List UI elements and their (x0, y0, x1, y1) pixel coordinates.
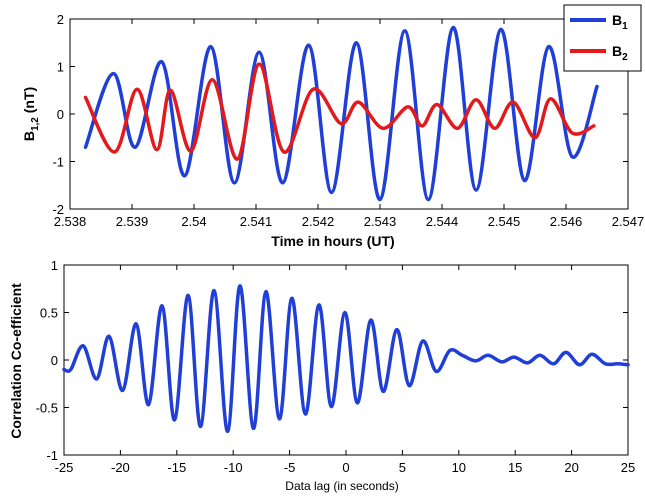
top-x-tick-label: 2.547 (612, 214, 645, 229)
bottom-x-tick-label: -5 (284, 460, 296, 475)
bottom-y-tick-label: -0.5 (36, 401, 58, 416)
bottom-y-tick-label: 0.5 (40, 306, 58, 321)
bottom-y-tick-label: 1 (51, 258, 58, 273)
bottom-x-tick-label: 15 (508, 460, 522, 475)
bottom-x-tick-label: -25 (55, 460, 74, 475)
top-panel: 2.538 2.539 2.54 2.541 2.542 2.543 2.544 2.545 2… (21, 4, 645, 249)
bottom-series-group (62, 284, 630, 434)
bottom-x-tick-label: 5 (399, 460, 406, 475)
bottom-y-tick-label: -1 (46, 448, 58, 463)
bottom-x-axis-label: Data lag (in seconds) (285, 479, 398, 493)
bottom-x-tick-label: -15 (167, 460, 186, 475)
bottom-x-tick-label: 25 (621, 460, 635, 475)
bottom-x-tick-label: -20 (111, 460, 130, 475)
top-x-axis-label: Time in hours (UT) (271, 233, 394, 249)
top-x-tick-label: 2.542 (302, 214, 335, 229)
bottom-series-line-1 (62, 284, 630, 434)
top-x-tick-label: 2.544 (426, 214, 459, 229)
top-series-line-1 (83, 25, 599, 202)
top-x-tick-label: 2.546 (550, 214, 583, 229)
top-x-tick-label: 2.539 (116, 214, 149, 229)
legend-entry-b2: B2 (570, 43, 628, 63)
top-y-axis-label: B1,2 (nT) (21, 87, 41, 141)
bottom-y-axis-label: Correlation Co-efficient (8, 283, 24, 439)
top-x-tick-label: 2.538 (54, 214, 87, 229)
top-x-tick-label: 2.543 (364, 214, 397, 229)
top-y-tick-label: -1 (52, 155, 64, 170)
top-series-group (83, 25, 599, 202)
top-x-tick-label: 2.541 (240, 214, 273, 229)
top-y-tick-label: 0 (57, 107, 64, 122)
bottom-x-ticks: -25 -20 -15 -10 -5 0 5 10 15 20 25 (55, 265, 635, 475)
top-legend: B1 B2 (563, 4, 642, 72)
bottom-y-ticks: -1 -0.5 0 0.5 1 (36, 258, 628, 463)
bottom-x-tick-label: 0 (342, 460, 349, 475)
bottom-x-tick-label: 20 (564, 460, 578, 475)
top-y-tick-label: -2 (52, 202, 64, 217)
top-series-line-2 (83, 62, 596, 161)
bottom-x-tick-label: -10 (224, 460, 243, 475)
top-x-tick-label: 2.545 (488, 214, 521, 229)
top-x-ticks: 2.538 2.539 2.54 2.541 2.542 2.543 2.544 2.545 2… (54, 19, 645, 229)
svg-text:B2: B2 (612, 43, 628, 63)
top-x-tick-label: 2.54 (181, 214, 206, 229)
bottom-y-tick-label: 0 (51, 353, 58, 368)
bottom-x-tick-label: 10 (452, 460, 466, 475)
bottom-plot-area (63, 264, 629, 456)
legend-entry-b1: B1 (570, 12, 628, 32)
top-y-tick-label: 2 (57, 12, 64, 27)
top-y-tick-label: 1 (57, 60, 64, 75)
bottom-panel: -25 -20 -15 -10 -5 0 5 10 15 20 25 -1 -0.5 0 0.5 1 Dat… (8, 258, 635, 493)
svg-text:B1: B1 (612, 12, 628, 32)
